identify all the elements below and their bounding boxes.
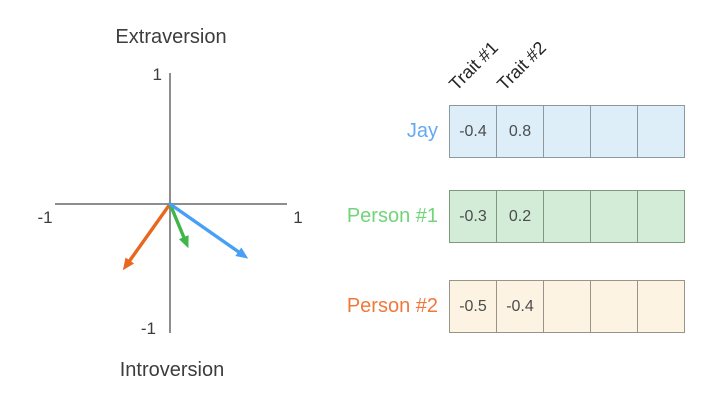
- jay-vector-arrowhead: [235, 247, 249, 259]
- trait-plot: Extraversion Introversion 1 -1 -1 1: [37, 26, 303, 381]
- tick-top: 1: [152, 65, 162, 84]
- matrix-cell: [638, 106, 684, 157]
- matrix-cell: -0.3: [450, 191, 497, 242]
- matrix-cell: [544, 281, 591, 332]
- person-2-vector-arrowhead: [122, 257, 135, 271]
- row-label-person-1: Person #1: [346, 205, 438, 227]
- vector-row-person-2: -0.5 -0.4: [449, 280, 685, 333]
- person-1-vector-arrowhead: [178, 235, 189, 249]
- matrix-cell: [638, 281, 684, 332]
- tick-left: -1: [37, 208, 53, 227]
- matrix-cell: [591, 191, 638, 242]
- tick-bottom: -1: [140, 319, 156, 338]
- vector-row-person-1: -0.3 0.2: [449, 190, 685, 243]
- row-label-jay: Jay: [406, 120, 438, 142]
- jay-vector: [168, 202, 241, 254]
- matrix-cell: [591, 281, 638, 332]
- matrix-cell: 0.2: [497, 191, 544, 242]
- person-2-vector: [128, 202, 172, 263]
- column-header-trait-2: Trait #2: [493, 37, 550, 95]
- person-vectors: [122, 202, 249, 271]
- extraversion-label: Extraversion: [115, 26, 227, 48]
- vector-row-jay: -0.4 0.8: [449, 105, 685, 158]
- matrix-cell: [544, 191, 591, 242]
- matrix-cell: -0.5: [450, 281, 497, 332]
- matrix-cell: -0.4: [497, 281, 544, 332]
- matrix-cell: 0.8: [497, 106, 544, 157]
- row-label-person-2: Person #2: [346, 295, 438, 317]
- column-header-trait-1: Trait #1: [445, 37, 502, 95]
- person-1-vector: [168, 202, 186, 239]
- matrix-cell: [591, 106, 638, 157]
- plot-canvas: [55, 73, 287, 333]
- matrix-cell: [638, 191, 684, 242]
- matrix-cell: [544, 106, 591, 157]
- matrix-cell: -0.4: [450, 106, 497, 157]
- tick-right: 1: [293, 208, 303, 227]
- introversion-label: Introversion: [119, 359, 225, 381]
